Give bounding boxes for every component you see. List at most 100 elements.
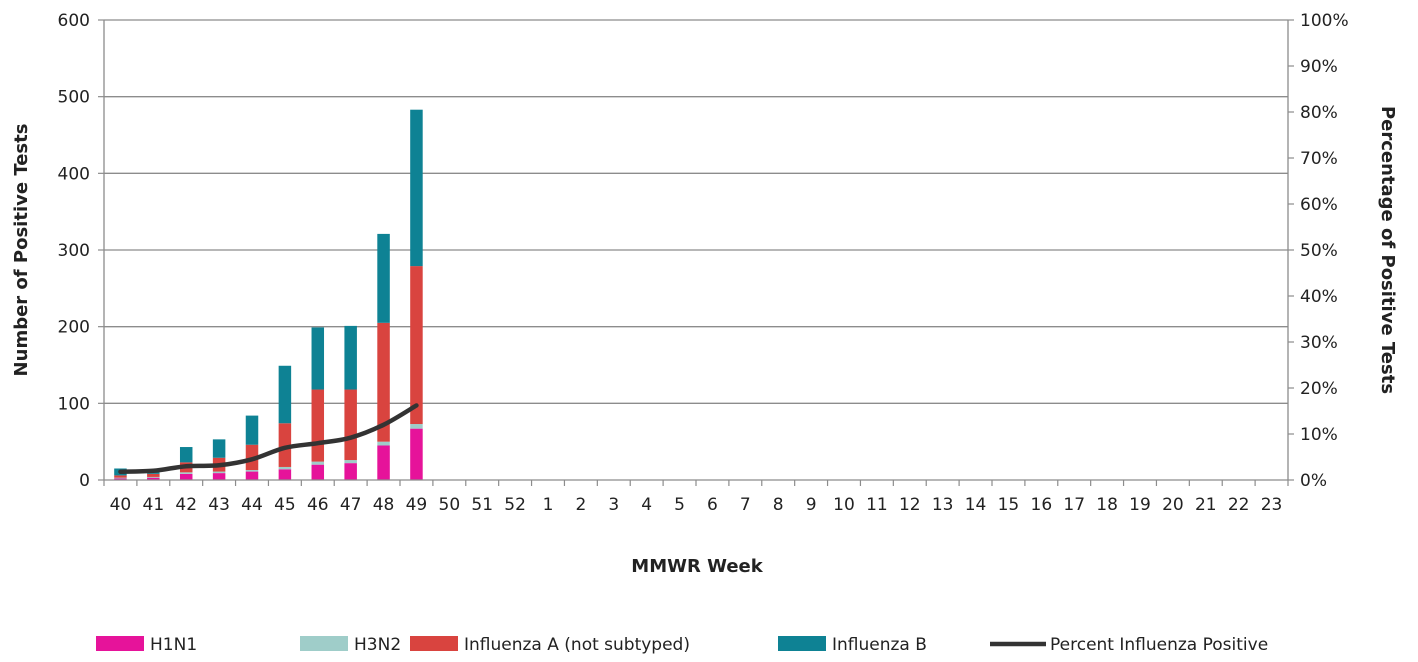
x-tick-label: 11 [866, 495, 888, 515]
y2-tick-labels: 0% 10% 20% 30% 40% 50% 60% 70% 80% 90% 100% [1300, 11, 1349, 491]
bar-h3n2 [311, 461, 325, 465]
legend-swatch-h1n1 [96, 636, 144, 651]
bar-influenza-b [311, 327, 325, 390]
bar-h1n1 [245, 471, 259, 480]
x-axis-title: MMWR Week [631, 556, 763, 577]
y2-tick-label: 40% [1300, 287, 1338, 307]
x-tick-label: 19 [1129, 495, 1151, 515]
bar-h3n2 [278, 466, 292, 470]
x-tick-label: 50 [439, 495, 461, 515]
x-tick-label: 9 [806, 495, 817, 515]
x-tick-label: 48 [373, 495, 395, 515]
bar-influenza-a-not-subtyped [278, 423, 292, 467]
y-tick-label: 500 [58, 88, 90, 108]
bar-influenza-b [410, 109, 423, 267]
x-tick-label: 15 [998, 495, 1020, 515]
x-tick-label: 4 [641, 495, 652, 515]
x-tick-label: 12 [899, 495, 921, 515]
bar-influenza-b [245, 415, 259, 445]
x-tick-label: 41 [143, 495, 165, 515]
x-tick-labels: 40 41 42 43 44 45 46 47 48 49 50 51 52 1 2 3 4 5 6 7 8 9 10 11 1… [110, 495, 1283, 515]
bar-influenza-a-not-subtyped [147, 473, 160, 477]
x-tick-label: 23 [1261, 495, 1283, 515]
x-tick-label: 14 [965, 495, 987, 515]
percent-positive-line [118, 403, 419, 474]
x-tick-label: 52 [504, 495, 526, 515]
x-tick-label: 10 [833, 495, 855, 515]
percent-line-layer [118, 403, 419, 474]
x-tick-label: 42 [175, 495, 197, 515]
x-tick-label: 13 [932, 495, 954, 515]
bar-h1n1 [344, 463, 357, 480]
bar-influenza-b [344, 325, 357, 390]
x-tick-label: 7 [740, 495, 751, 515]
legend-label-influenza-a-not-subtyped: Influenza A (not subtyped) [464, 635, 690, 655]
x-tick-label: 2 [575, 495, 586, 515]
bar-h3n2 [114, 477, 127, 479]
bar-influenza-b [377, 233, 390, 323]
bar-h1n1 [179, 473, 193, 480]
legend-swatch-influenza-a-not-subtyped [410, 636, 458, 651]
x-tick-label: 6 [707, 495, 718, 515]
bar-influenza-b [212, 439, 226, 458]
bar-influenza-a-not-subtyped [311, 389, 325, 462]
bar-h3n2 [245, 470, 259, 472]
legend-label-percent-influenza-positive: Percent Influenza Positive [1050, 635, 1268, 655]
x-tick-label: 18 [1096, 495, 1118, 515]
legend-label-h1n1: H1N1 [150, 635, 197, 655]
bar-h1n1 [410, 428, 423, 480]
y2-tick-label: 100% [1300, 11, 1349, 31]
x-tick-label: 20 [1162, 495, 1184, 515]
bar-influenza-b [278, 365, 292, 424]
bar-influenza-b [179, 447, 193, 463]
bar-h1n1 [147, 477, 160, 480]
y2-tick-label: 90% [1300, 57, 1338, 77]
x-tick-label: 51 [471, 495, 493, 515]
bar-h1n1 [212, 473, 226, 480]
y2-tick-label: 50% [1300, 241, 1338, 261]
bar-influenza-b [147, 472, 160, 474]
x-tick-label: 46 [307, 495, 329, 515]
y2-tick-label: 60% [1300, 195, 1338, 215]
bar-h3n2 [179, 472, 193, 474]
y-tick-label: 200 [58, 318, 90, 338]
x-tick-label: 40 [110, 495, 132, 515]
y-tick-label: 400 [58, 164, 90, 184]
bar-influenza-a-not-subtyped [114, 475, 127, 478]
bar-influenza-a-not-subtyped [377, 322, 390, 442]
y-tick-label: 0 [79, 471, 90, 491]
y2-tick-label: 0% [1300, 471, 1327, 491]
y2-tick-label: 10% [1300, 425, 1338, 445]
legend-swatch-h3n2 [300, 636, 348, 651]
legend-label-influenza-b: Influenza B [832, 635, 927, 655]
bar-h1n1 [377, 445, 390, 480]
y2-tick-label: 80% [1300, 103, 1338, 123]
y-tick-labels: 0 100 200 300 400 500 600 [58, 11, 90, 491]
legend: H1N1 H3N2 Influenza A (not subtyped) Influe… [96, 635, 1268, 655]
bar-h1n1 [278, 469, 292, 480]
y-tick-label: 100 [58, 394, 90, 414]
gridlines [104, 19, 1288, 404]
x-tick-label: 17 [1063, 495, 1085, 515]
bar-influenza-a-not-subtyped [410, 266, 423, 425]
y-tick-label: 300 [58, 241, 90, 261]
x-tick-label: 45 [274, 495, 296, 515]
x-tick-label: 22 [1228, 495, 1250, 515]
bar-h3n2 [410, 424, 423, 429]
axes [98, 19, 1294, 486]
x-tick-label: 49 [406, 495, 428, 515]
bar-h3n2 [212, 471, 226, 474]
x-tick-label: 3 [608, 495, 619, 515]
bar-h3n2 [147, 476, 160, 478]
y-tick-label: 600 [58, 11, 90, 31]
x-tick-label: 43 [208, 495, 230, 515]
bars [114, 109, 423, 480]
bar-h1n1 [311, 464, 325, 480]
y2-tick-label: 20% [1300, 379, 1338, 399]
bar-h3n2 [344, 460, 357, 464]
bar-h1n1 [114, 478, 127, 480]
legend-swatch-influenza-b [778, 636, 826, 651]
y2-tick-label: 30% [1300, 333, 1338, 353]
y2-tick-label: 70% [1300, 149, 1338, 169]
